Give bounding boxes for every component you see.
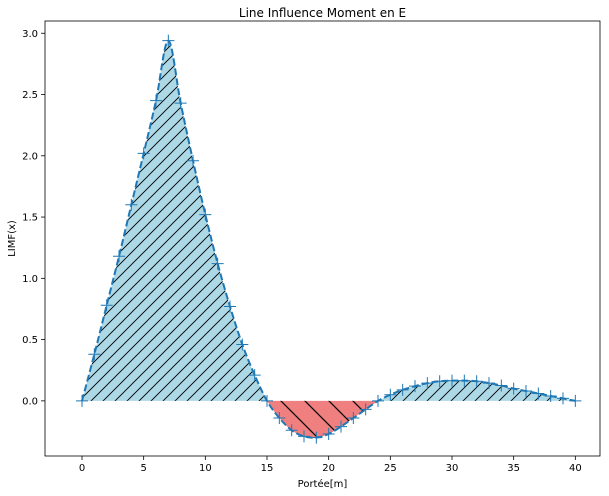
data-point-marker (76, 394, 88, 407)
y-tick-label: 0.5 (22, 335, 38, 346)
x-tick-label: 20 (322, 463, 335, 474)
data-point-marker (137, 147, 150, 160)
data-point-marker (224, 300, 236, 313)
data-point-marker (100, 299, 113, 312)
positive-area-hatch-0 (82, 40, 267, 401)
data-point-marker (150, 94, 162, 107)
x-tick-label: 5 (140, 463, 146, 474)
data-point-marker (483, 377, 495, 390)
data-point-marker (359, 403, 372, 416)
data-point-marker (495, 379, 508, 392)
data-point-marker (174, 97, 187, 110)
data-point-marker (384, 388, 397, 401)
data-point-marker (544, 389, 557, 402)
chart-title: Line Influence Moment en E (239, 6, 406, 20)
plot-frame (44, 20, 601, 457)
data-point-marker (113, 250, 125, 263)
data-point-marker (199, 208, 212, 221)
data-point-marker (507, 382, 520, 395)
plot-area (76, 34, 582, 444)
data-point-marker (421, 377, 434, 390)
data-point-marker (88, 348, 101, 361)
data-point-marker (125, 198, 138, 211)
data-point-marker (409, 380, 421, 393)
y-tick-label: 3.0 (22, 29, 38, 40)
x-tick-label: 10 (199, 463, 212, 474)
y-tick-label: 1.0 (22, 274, 38, 285)
x-tick-label: 30 (446, 463, 459, 474)
data-point-marker (372, 394, 384, 407)
y-tick-label: 1.5 (22, 213, 38, 224)
data-point-marker (211, 257, 224, 270)
data-point-marker (187, 154, 199, 167)
data-point-marker (285, 424, 298, 437)
data-point-marker (162, 34, 175, 47)
negative-area-hatch-1 (267, 400, 378, 438)
x-tick-label: 0 (79, 463, 85, 474)
data-point-marker (520, 385, 532, 398)
x-axis-label: Portée[m] (298, 478, 348, 490)
data-point-marker (335, 420, 347, 433)
data-point-marker (347, 412, 360, 425)
data-point-marker (433, 375, 446, 388)
data-point-marker (236, 338, 249, 351)
data-point-marker (248, 369, 261, 382)
data-point-marker (298, 430, 310, 443)
data-point-marker (310, 431, 323, 444)
data-point-marker (569, 394, 582, 407)
x-tick-label: 15 (261, 463, 274, 474)
axes: 0 5 10 15 20 25 30 35 40 0.0 0.5 1.0 1.5 2.0 2.5 3.0 (22, 29, 582, 474)
data-point-marker (396, 383, 409, 396)
data-point-marker (322, 427, 335, 440)
data-point-marker (470, 375, 483, 388)
data-point-marker (446, 374, 458, 387)
x-tick-label: 40 (569, 463, 582, 474)
y-tick-label: 0.0 (22, 396, 38, 407)
data-point-marker (458, 374, 471, 387)
y-tick-label: 2.5 (22, 90, 38, 101)
x-tick-label: 35 (507, 463, 520, 474)
data-point-marker (557, 392, 569, 405)
x-tick-label: 25 (384, 463, 397, 474)
y-tick-label: 2.0 (22, 151, 38, 162)
data-point-marker (261, 394, 273, 407)
data-point-marker (273, 412, 286, 425)
y-axis-label: LIMF(x) (7, 220, 18, 257)
data-point-marker (532, 387, 545, 400)
